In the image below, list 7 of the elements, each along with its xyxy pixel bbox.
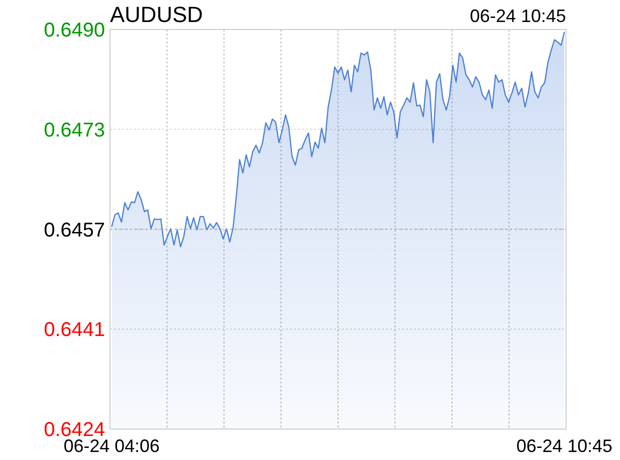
y-tick-label: 0.6441 [44, 319, 105, 342]
text: 06-24 10:45 [470, 6, 566, 26]
y-tick-label: 0.6457 [44, 219, 105, 242]
chart-title: AUDUSD [110, 2, 203, 27]
y-tick-label: 0.6473 [44, 119, 105, 142]
y-tick-label: 0.6490 [44, 20, 105, 42]
x-tick-label: 06-24 04:06 [64, 436, 160, 456]
